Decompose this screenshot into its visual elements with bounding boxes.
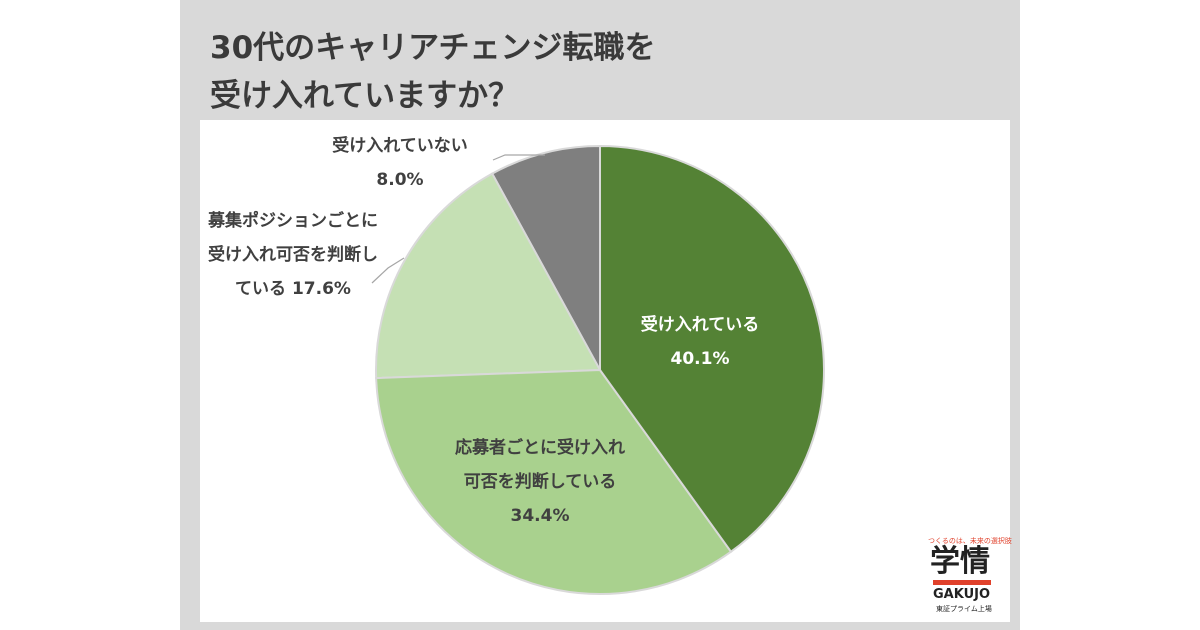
slice-label: 受け入れていない 8.0% [325, 129, 475, 197]
value-label: 40.1% [670, 349, 730, 369]
slice-label: 応募者ごとに受け入れ可否を判断している 34.4% [455, 431, 625, 533]
category-label: 受け入れている [640, 315, 760, 335]
logo-tagline: つくるのは、未来の選択肢 [928, 537, 1012, 545]
pie-slice [375, 368, 733, 595]
logo-bar [933, 580, 991, 585]
logo-name: GAKUJO [933, 587, 991, 602]
title-line: 30代のキャリアチェンジ転職を [210, 30, 656, 66]
title-line: 受け入れていますか？ [210, 78, 520, 114]
logo-mark: 学情 [930, 544, 990, 579]
value-label: 8.0% [376, 170, 424, 190]
logo-listing: 東証プライム上場 [936, 605, 992, 613]
value-label: 17.6% [291, 279, 351, 299]
value-label: 34.4% [510, 506, 570, 526]
pie-slice [490, 144, 601, 371]
category-label: 受け入れていない [332, 136, 468, 156]
category-label: 応募者ごとに受け入れ可否を判断している [455, 438, 625, 492]
category-label: 募集ポジションごとに受け入れ可否を判断している [208, 211, 378, 299]
slice-label: 募集ポジションごとに受け入れ可否を判断している 17.6% [208, 204, 378, 306]
slice-label: 受け入れている 40.1% [620, 308, 780, 376]
leader-line [492, 154, 545, 161]
leader-line [371, 257, 405, 284]
pie-slice [375, 172, 602, 380]
pie-slice [599, 144, 825, 554]
